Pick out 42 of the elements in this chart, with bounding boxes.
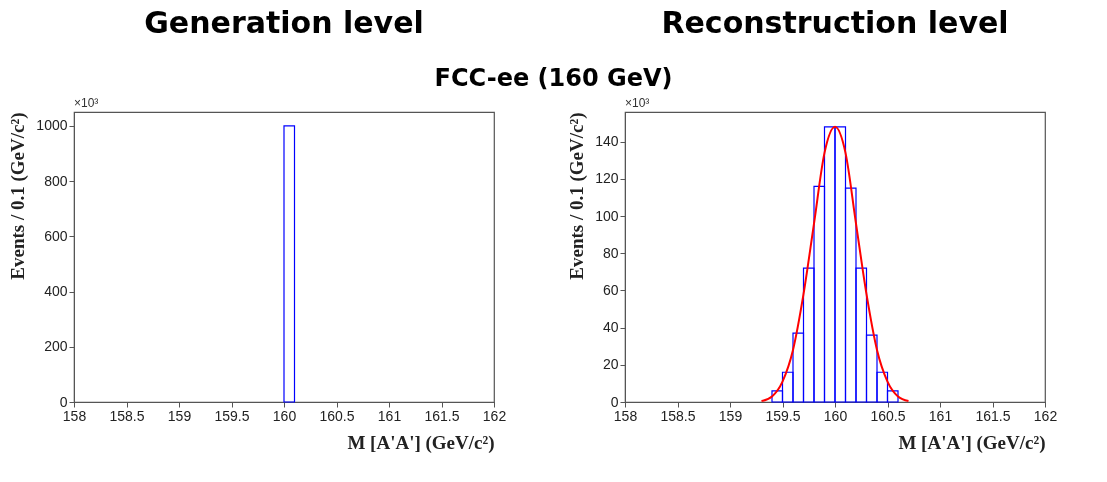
text: ×10³ <box>625 96 650 110</box>
x-tick-label: 160 <box>823 407 848 424</box>
y-tick-label: 20 <box>602 356 619 373</box>
y-tick-label: 200 <box>44 338 68 355</box>
x-tick-label: 160.5 <box>319 407 355 424</box>
chart-title: Generation level <box>144 5 424 40</box>
x-tick-label: 161 <box>928 407 953 424</box>
y-tick-label: 400 <box>44 283 68 300</box>
x-tick-label: 158.5 <box>660 407 696 424</box>
y-tick-label: 40 <box>602 319 619 336</box>
y-tick-label: 0 <box>59 393 68 410</box>
x-axis-title: M [A'A'] (GeV/c²) <box>347 431 495 454</box>
x-tick-label: 159.5 <box>765 407 801 424</box>
line-series <box>760 125 910 403</box>
x-tick-label: 158 <box>613 407 638 424</box>
y-axis-title: Events / 0.1 (GeV/c²) <box>7 112 30 280</box>
text: FCC-ee (160 GeV) <box>433 64 674 92</box>
text: ×10³ <box>74 96 99 110</box>
x-tick-label: 159.5 <box>214 407 250 424</box>
chart-title: Reconstruction level <box>661 5 1009 40</box>
y-tick-label: 140 <box>595 133 619 150</box>
x-tick-label: 160 <box>272 407 297 424</box>
y-tick-label: 80 <box>602 244 619 261</box>
x-tick-label: 161.5 <box>424 407 460 424</box>
x-tick-label: 160.5 <box>870 407 906 424</box>
x-tick-label: 158.5 <box>109 407 145 424</box>
x-tick-label: 161 <box>377 407 402 424</box>
y-tick-label: 120 <box>595 170 619 187</box>
x-tick-label: 162 <box>482 407 507 424</box>
x-axis-title: M [A'A'] (GeV/c²) <box>898 431 1046 454</box>
x-tick-label: 161.5 <box>975 407 1011 424</box>
y-tick-label: 100 <box>595 207 619 224</box>
x-tick-label: 159 <box>167 407 192 424</box>
x-tick-label: 159 <box>718 407 743 424</box>
y-tick-label: 800 <box>44 172 68 189</box>
y-tick-label: 1000 <box>36 117 68 134</box>
y-axis-title: Events / 0.1 (GeV/c²) <box>566 112 589 280</box>
y-tick-label: 600 <box>44 227 68 244</box>
y-tick-label: 60 <box>602 281 619 298</box>
x-tick-label: 162 <box>1033 407 1058 424</box>
y-tick-label: 0 <box>610 393 619 410</box>
x-tick-label: 158 <box>62 407 87 424</box>
